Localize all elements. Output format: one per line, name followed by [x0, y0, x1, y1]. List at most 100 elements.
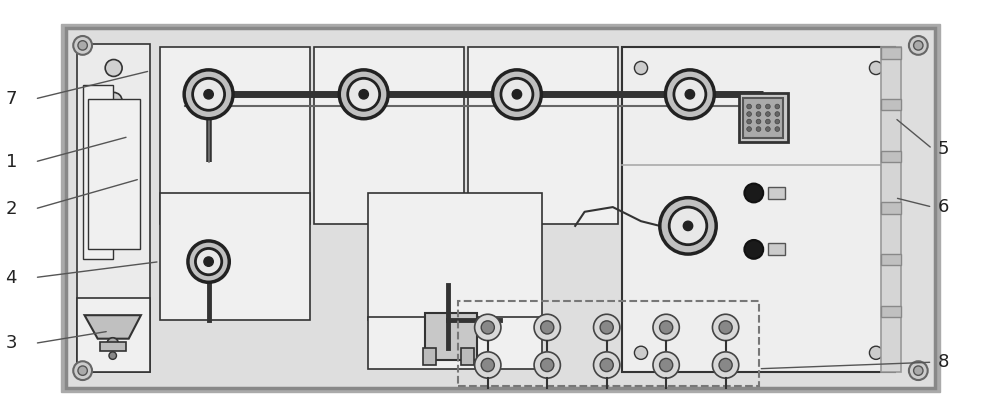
Circle shape — [775, 127, 780, 131]
Circle shape — [475, 314, 501, 341]
Circle shape — [660, 198, 716, 254]
Circle shape — [359, 90, 368, 99]
Bar — [458, 301, 759, 386]
Text: 7: 7 — [5, 90, 17, 108]
Circle shape — [73, 36, 92, 55]
Bar — [622, 47, 895, 372]
Circle shape — [188, 241, 229, 282]
Circle shape — [339, 70, 388, 119]
Bar — [881, 202, 901, 214]
Circle shape — [660, 359, 673, 372]
Bar — [77, 45, 150, 372]
Circle shape — [744, 240, 763, 259]
Circle shape — [634, 346, 648, 359]
Circle shape — [685, 90, 695, 99]
Circle shape — [719, 359, 732, 372]
Circle shape — [775, 119, 780, 124]
Bar — [881, 306, 901, 317]
Circle shape — [744, 183, 763, 202]
Circle shape — [348, 78, 380, 110]
Text: 1: 1 — [6, 153, 17, 171]
Circle shape — [766, 112, 770, 116]
Bar — [739, 93, 788, 142]
Circle shape — [78, 41, 87, 50]
Circle shape — [541, 359, 554, 372]
Bar — [423, 348, 436, 365]
Bar — [160, 47, 310, 224]
Bar — [768, 243, 785, 256]
Bar — [881, 254, 901, 265]
Circle shape — [869, 346, 883, 359]
Circle shape — [756, 112, 761, 116]
Circle shape — [475, 352, 501, 378]
Bar — [881, 47, 901, 58]
Circle shape — [756, 127, 761, 131]
Circle shape — [756, 104, 761, 109]
Circle shape — [669, 207, 707, 245]
Circle shape — [719, 321, 732, 334]
Circle shape — [775, 104, 780, 109]
Circle shape — [653, 352, 679, 378]
Circle shape — [512, 90, 522, 99]
Bar — [77, 298, 150, 372]
Circle shape — [105, 60, 122, 76]
Bar — [425, 313, 477, 360]
Bar — [368, 317, 542, 369]
Circle shape — [747, 104, 751, 109]
Bar — [160, 193, 310, 320]
Bar — [100, 342, 126, 351]
Circle shape — [600, 321, 613, 334]
Circle shape — [501, 78, 533, 110]
Bar — [881, 151, 901, 162]
Circle shape — [766, 104, 770, 109]
Circle shape — [107, 338, 118, 349]
Bar — [314, 47, 464, 224]
Bar — [468, 47, 618, 224]
Text: 2: 2 — [5, 200, 17, 218]
Circle shape — [594, 314, 620, 341]
Text: 8: 8 — [938, 353, 949, 371]
Circle shape — [541, 321, 554, 334]
Bar — [743, 98, 783, 138]
Bar — [461, 348, 474, 365]
Circle shape — [756, 119, 761, 124]
Bar — [881, 99, 901, 110]
Circle shape — [534, 352, 560, 378]
Circle shape — [78, 366, 87, 375]
Text: 5: 5 — [938, 140, 949, 158]
Circle shape — [665, 70, 714, 119]
Circle shape — [747, 112, 751, 116]
Circle shape — [184, 70, 233, 119]
Circle shape — [634, 61, 648, 75]
Bar — [368, 193, 542, 320]
Circle shape — [73, 361, 92, 380]
Circle shape — [775, 112, 780, 116]
Bar — [83, 85, 113, 259]
Circle shape — [747, 127, 751, 131]
Circle shape — [869, 61, 883, 75]
Circle shape — [914, 366, 923, 375]
Bar — [768, 187, 785, 199]
Circle shape — [683, 221, 693, 231]
Circle shape — [674, 78, 706, 110]
Bar — [88, 99, 140, 249]
Circle shape — [712, 314, 739, 341]
Circle shape — [534, 314, 560, 341]
Circle shape — [105, 93, 122, 109]
Text: 3: 3 — [5, 334, 17, 352]
Circle shape — [909, 36, 928, 55]
Bar — [881, 47, 901, 372]
Circle shape — [204, 257, 213, 266]
Text: 6: 6 — [938, 198, 949, 216]
Circle shape — [481, 359, 494, 372]
Circle shape — [195, 249, 222, 275]
Circle shape — [204, 90, 213, 99]
Circle shape — [109, 352, 116, 359]
Circle shape — [600, 359, 613, 372]
Circle shape — [909, 361, 928, 380]
Circle shape — [712, 352, 739, 378]
Circle shape — [481, 321, 494, 334]
Circle shape — [492, 70, 541, 119]
Circle shape — [914, 41, 923, 50]
Polygon shape — [85, 315, 141, 339]
